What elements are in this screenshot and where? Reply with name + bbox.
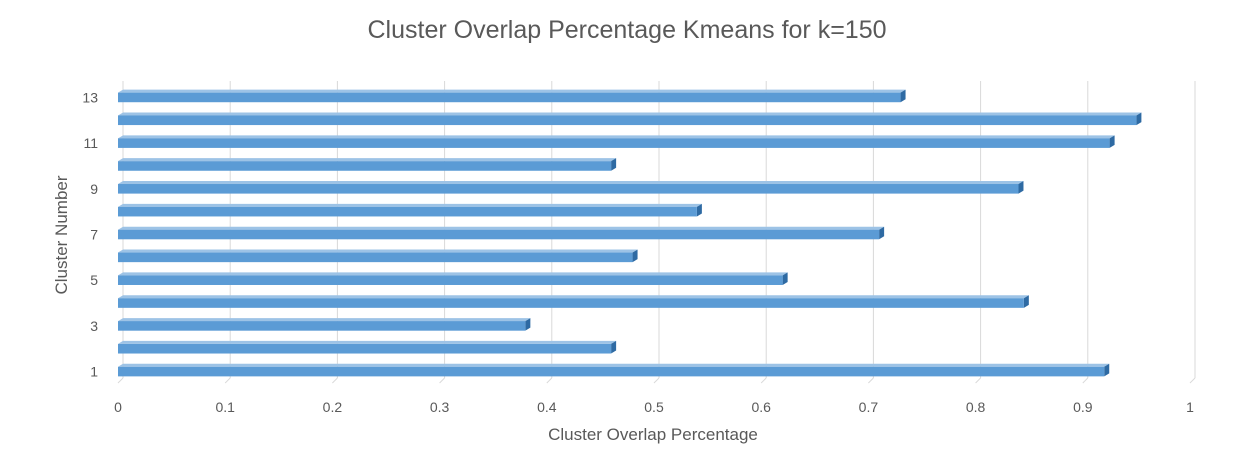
x-axis-label: Cluster Overlap Percentage <box>548 425 758 444</box>
bar <box>118 115 1137 126</box>
y-tick-label: 3 <box>90 318 98 334</box>
x-tick-label: 0.1 <box>215 399 235 415</box>
bar-top-face <box>118 158 617 162</box>
x-tick-label: 0.7 <box>859 399 879 415</box>
x-tick-label: 1 <box>1186 399 1194 415</box>
bar-side-face <box>611 158 617 171</box>
bar-side-face <box>696 203 702 217</box>
bar-side-face <box>1023 295 1029 308</box>
bar-side-face <box>1104 363 1110 377</box>
x-gridline-base <box>224 377 231 384</box>
bar-side-face <box>1109 135 1115 148</box>
bar-side-face <box>879 226 885 240</box>
bar <box>118 161 612 171</box>
x-tick-label: 0.4 <box>537 399 557 415</box>
bar-top-face <box>118 340 617 344</box>
bar <box>118 138 1110 148</box>
x-tick-label: 0.8 <box>966 399 986 415</box>
bar-top-face <box>118 272 788 276</box>
x-tick-label: 0 <box>114 399 122 415</box>
bar-side-face <box>900 89 906 103</box>
x-tick-label: 0.5 <box>644 399 664 415</box>
bar-top-face <box>118 249 638 253</box>
bar-top-face <box>118 112 1142 116</box>
bar-top-face <box>118 135 1115 139</box>
bar-side-face <box>632 249 638 263</box>
x-gridline-base <box>653 377 660 384</box>
bar-side-face <box>525 318 531 331</box>
x-gridline-base <box>439 377 445 384</box>
bar-side-face <box>1136 112 1142 126</box>
y-tick-label: 13 <box>82 89 98 105</box>
y-tick-label: 9 <box>90 181 98 197</box>
x-gridline-base <box>760 377 767 384</box>
bar <box>118 92 901 103</box>
y-tick-label: 11 <box>83 135 98 151</box>
bar-top-face <box>118 318 531 322</box>
bar-top-face <box>118 226 885 230</box>
y-tick-label: 7 <box>90 227 98 243</box>
bar <box>118 252 633 263</box>
bar-top-face <box>118 89 906 93</box>
bar <box>118 343 612 354</box>
y-tick-label: 1 <box>90 364 98 380</box>
bar-top-face <box>118 363 1110 367</box>
bar <box>118 206 697 217</box>
bar-top-face <box>118 203 702 207</box>
x-tick-label: 0.2 <box>323 399 343 415</box>
x-gridline-base <box>546 377 553 384</box>
x-tick-label: 0.9 <box>1073 399 1093 415</box>
bar <box>118 275 783 285</box>
bar <box>118 184 1019 194</box>
bar-side-face <box>1018 181 1024 194</box>
bar <box>118 366 1105 377</box>
x-tick-label: 0.6 <box>751 399 771 415</box>
bar <box>118 321 526 331</box>
x-gridline-base <box>1189 377 1196 384</box>
x-gridline-base <box>332 377 338 384</box>
bar-side-face <box>782 272 788 285</box>
bar-top-face <box>118 295 1029 299</box>
chart-title: Cluster Overlap Percentage Kmeans for k=… <box>367 16 887 44</box>
bar-top-face <box>118 181 1024 185</box>
bar <box>118 298 1024 308</box>
y-tick-label: 5 <box>90 272 98 288</box>
x-gridline-base <box>117 377 124 384</box>
x-gridline-base <box>868 377 874 384</box>
bar <box>118 229 880 240</box>
bar-side-face <box>611 340 617 354</box>
x-tick-label: 0.3 <box>430 399 450 415</box>
x-gridline-base <box>975 377 981 384</box>
x-gridline-base <box>1082 377 1089 384</box>
